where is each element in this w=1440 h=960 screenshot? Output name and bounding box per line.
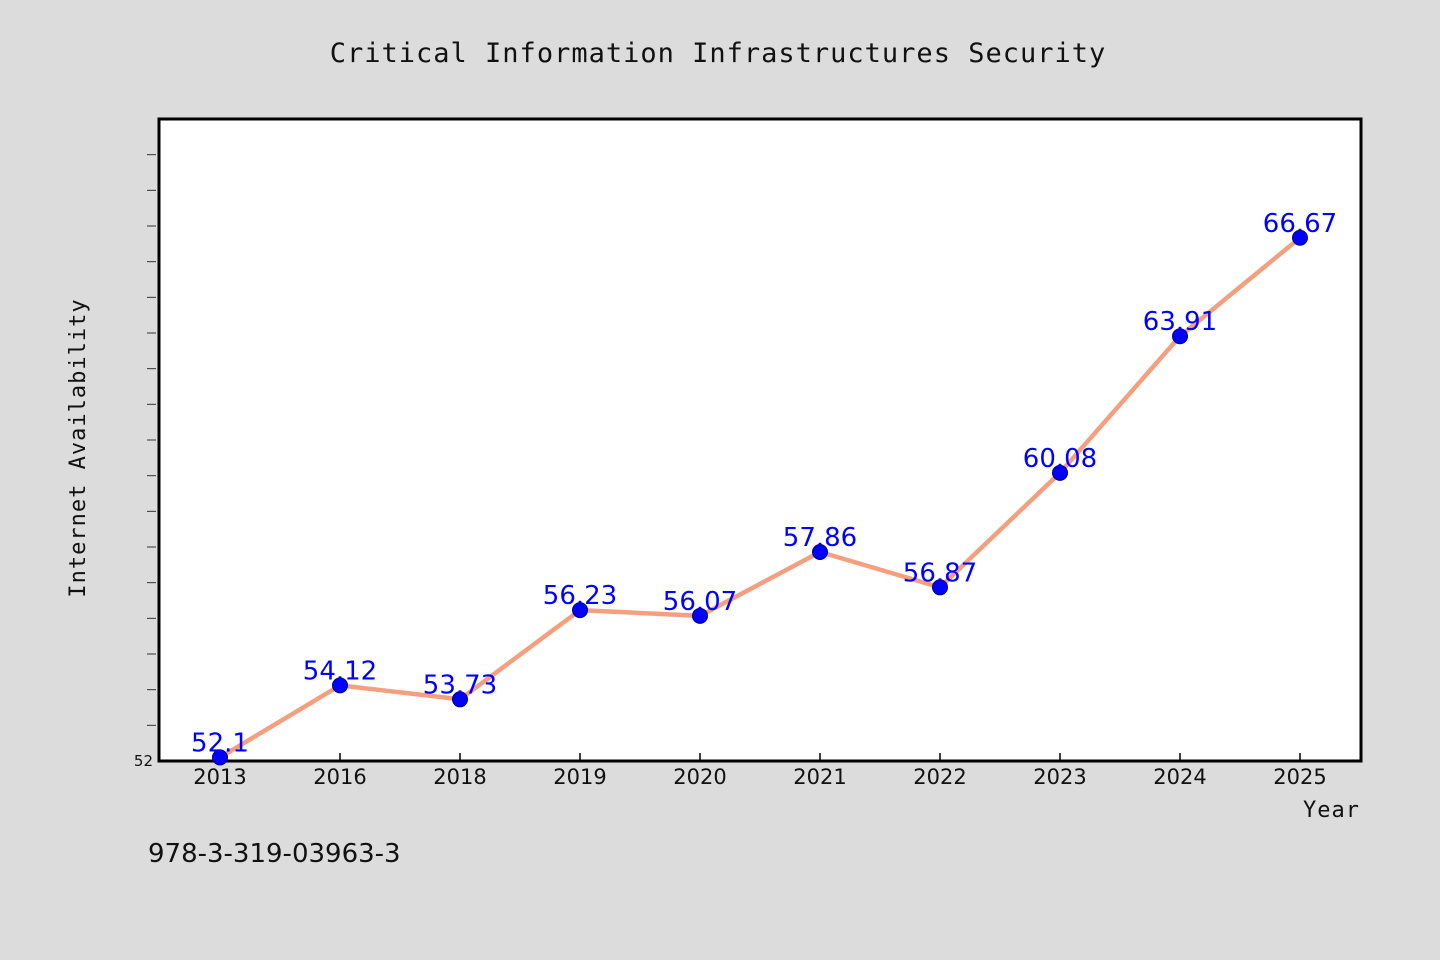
x-tick-label: 2022 <box>913 765 966 789</box>
series-layer: 52.1 54.12 53.73 56.23 56.07 57.86 56.87 60.08 6… <box>191 209 1337 766</box>
data-point <box>1052 464 1068 481</box>
data-point <box>332 677 348 694</box>
x-tick-label: 2023 <box>1033 765 1086 789</box>
data-label: 57.86 <box>783 523 857 553</box>
data-point <box>692 607 708 624</box>
x-tick-label: 2013 <box>193 765 246 789</box>
data-label: 56.07 <box>663 587 737 617</box>
data-point <box>1292 229 1308 246</box>
x-axis-title: Year <box>1303 798 1360 823</box>
data-label: 52.1 <box>191 728 249 758</box>
y-tick-label: 52 <box>134 752 153 770</box>
data-point <box>812 543 828 560</box>
data-label: 60.08 <box>1023 444 1097 474</box>
x-tick-label: 2016 <box>313 765 366 789</box>
x-tick-label: 2020 <box>673 765 726 789</box>
y-axis-ticks: 52 <box>134 154 156 770</box>
data-point <box>1172 328 1188 345</box>
x-tick-label: 2018 <box>433 765 486 789</box>
data-label: 66.67 <box>1263 209 1337 239</box>
y-axis-title: Internet Availability <box>66 298 91 597</box>
data-point <box>932 579 948 596</box>
data-label: 63.91 <box>1143 307 1217 337</box>
footnote-text: 978-3-319-03963-3 <box>148 839 401 869</box>
chart-title: Critical Information Infrastructures Sec… <box>330 38 1107 69</box>
data-point <box>212 749 228 766</box>
data-label: 56.87 <box>903 558 977 588</box>
x-tick-label: 2021 <box>793 765 846 789</box>
data-label: 56.23 <box>543 581 617 611</box>
x-tick-label: 2025 <box>1273 765 1326 789</box>
x-tick-label: 2019 <box>553 765 606 789</box>
series-line <box>217 235 1303 760</box>
x-axis-ticks: 2013 2016 2018 2019 2020 2021 2022 2023 2024 2025 <box>193 753 1327 789</box>
data-label: 54.12 <box>303 656 377 686</box>
x-tick-label: 2024 <box>1153 765 1206 789</box>
data-point <box>572 602 588 619</box>
plot-area <box>157 117 1363 763</box>
data-label: 53.73 <box>423 670 497 700</box>
data-point <box>452 691 468 708</box>
